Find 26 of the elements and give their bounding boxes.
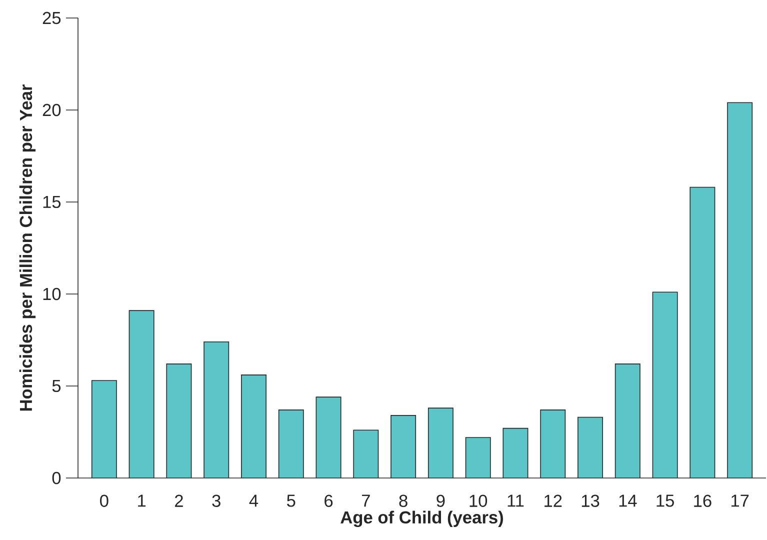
x-tick-label: 8 <box>399 494 408 507</box>
y-tick-label: 0 <box>52 472 61 484</box>
y-tick-label: 5 <box>52 380 61 392</box>
x-tick-label: 2 <box>175 494 183 507</box>
x-tick-label: 3 <box>212 494 220 507</box>
y-axis-title: Homicides per Million Children per Year <box>19 84 36 411</box>
x-tick-label: 0 <box>100 494 108 507</box>
x-tick-label: 1 <box>138 494 146 507</box>
x-tick-label: 10 <box>470 494 488 507</box>
x-tick-label: 9 <box>436 494 445 507</box>
y-tick-label: 20 <box>42 104 61 116</box>
x-tick-label: 16 <box>694 494 712 507</box>
y-tick-label: 25 <box>42 12 61 24</box>
x-tick-label: 5 <box>287 494 296 507</box>
x-tick-label: 14 <box>619 494 637 507</box>
x-tick-label: 13 <box>582 494 600 507</box>
x-tick-label: 15 <box>656 494 674 507</box>
x-tick-label: 12 <box>544 494 562 507</box>
x-tick-label: 6 <box>324 494 333 507</box>
x-tick-label: 4 <box>249 494 258 507</box>
x-tick-label: 17 <box>732 494 749 507</box>
x-tick-label: 7 <box>362 494 370 507</box>
x-axis-title: Age of Child (years) <box>340 510 503 528</box>
x-tick-label: 11 <box>508 494 524 507</box>
y-tick-label: 15 <box>43 196 61 208</box>
y-tick-label: 10 <box>43 288 61 300</box>
